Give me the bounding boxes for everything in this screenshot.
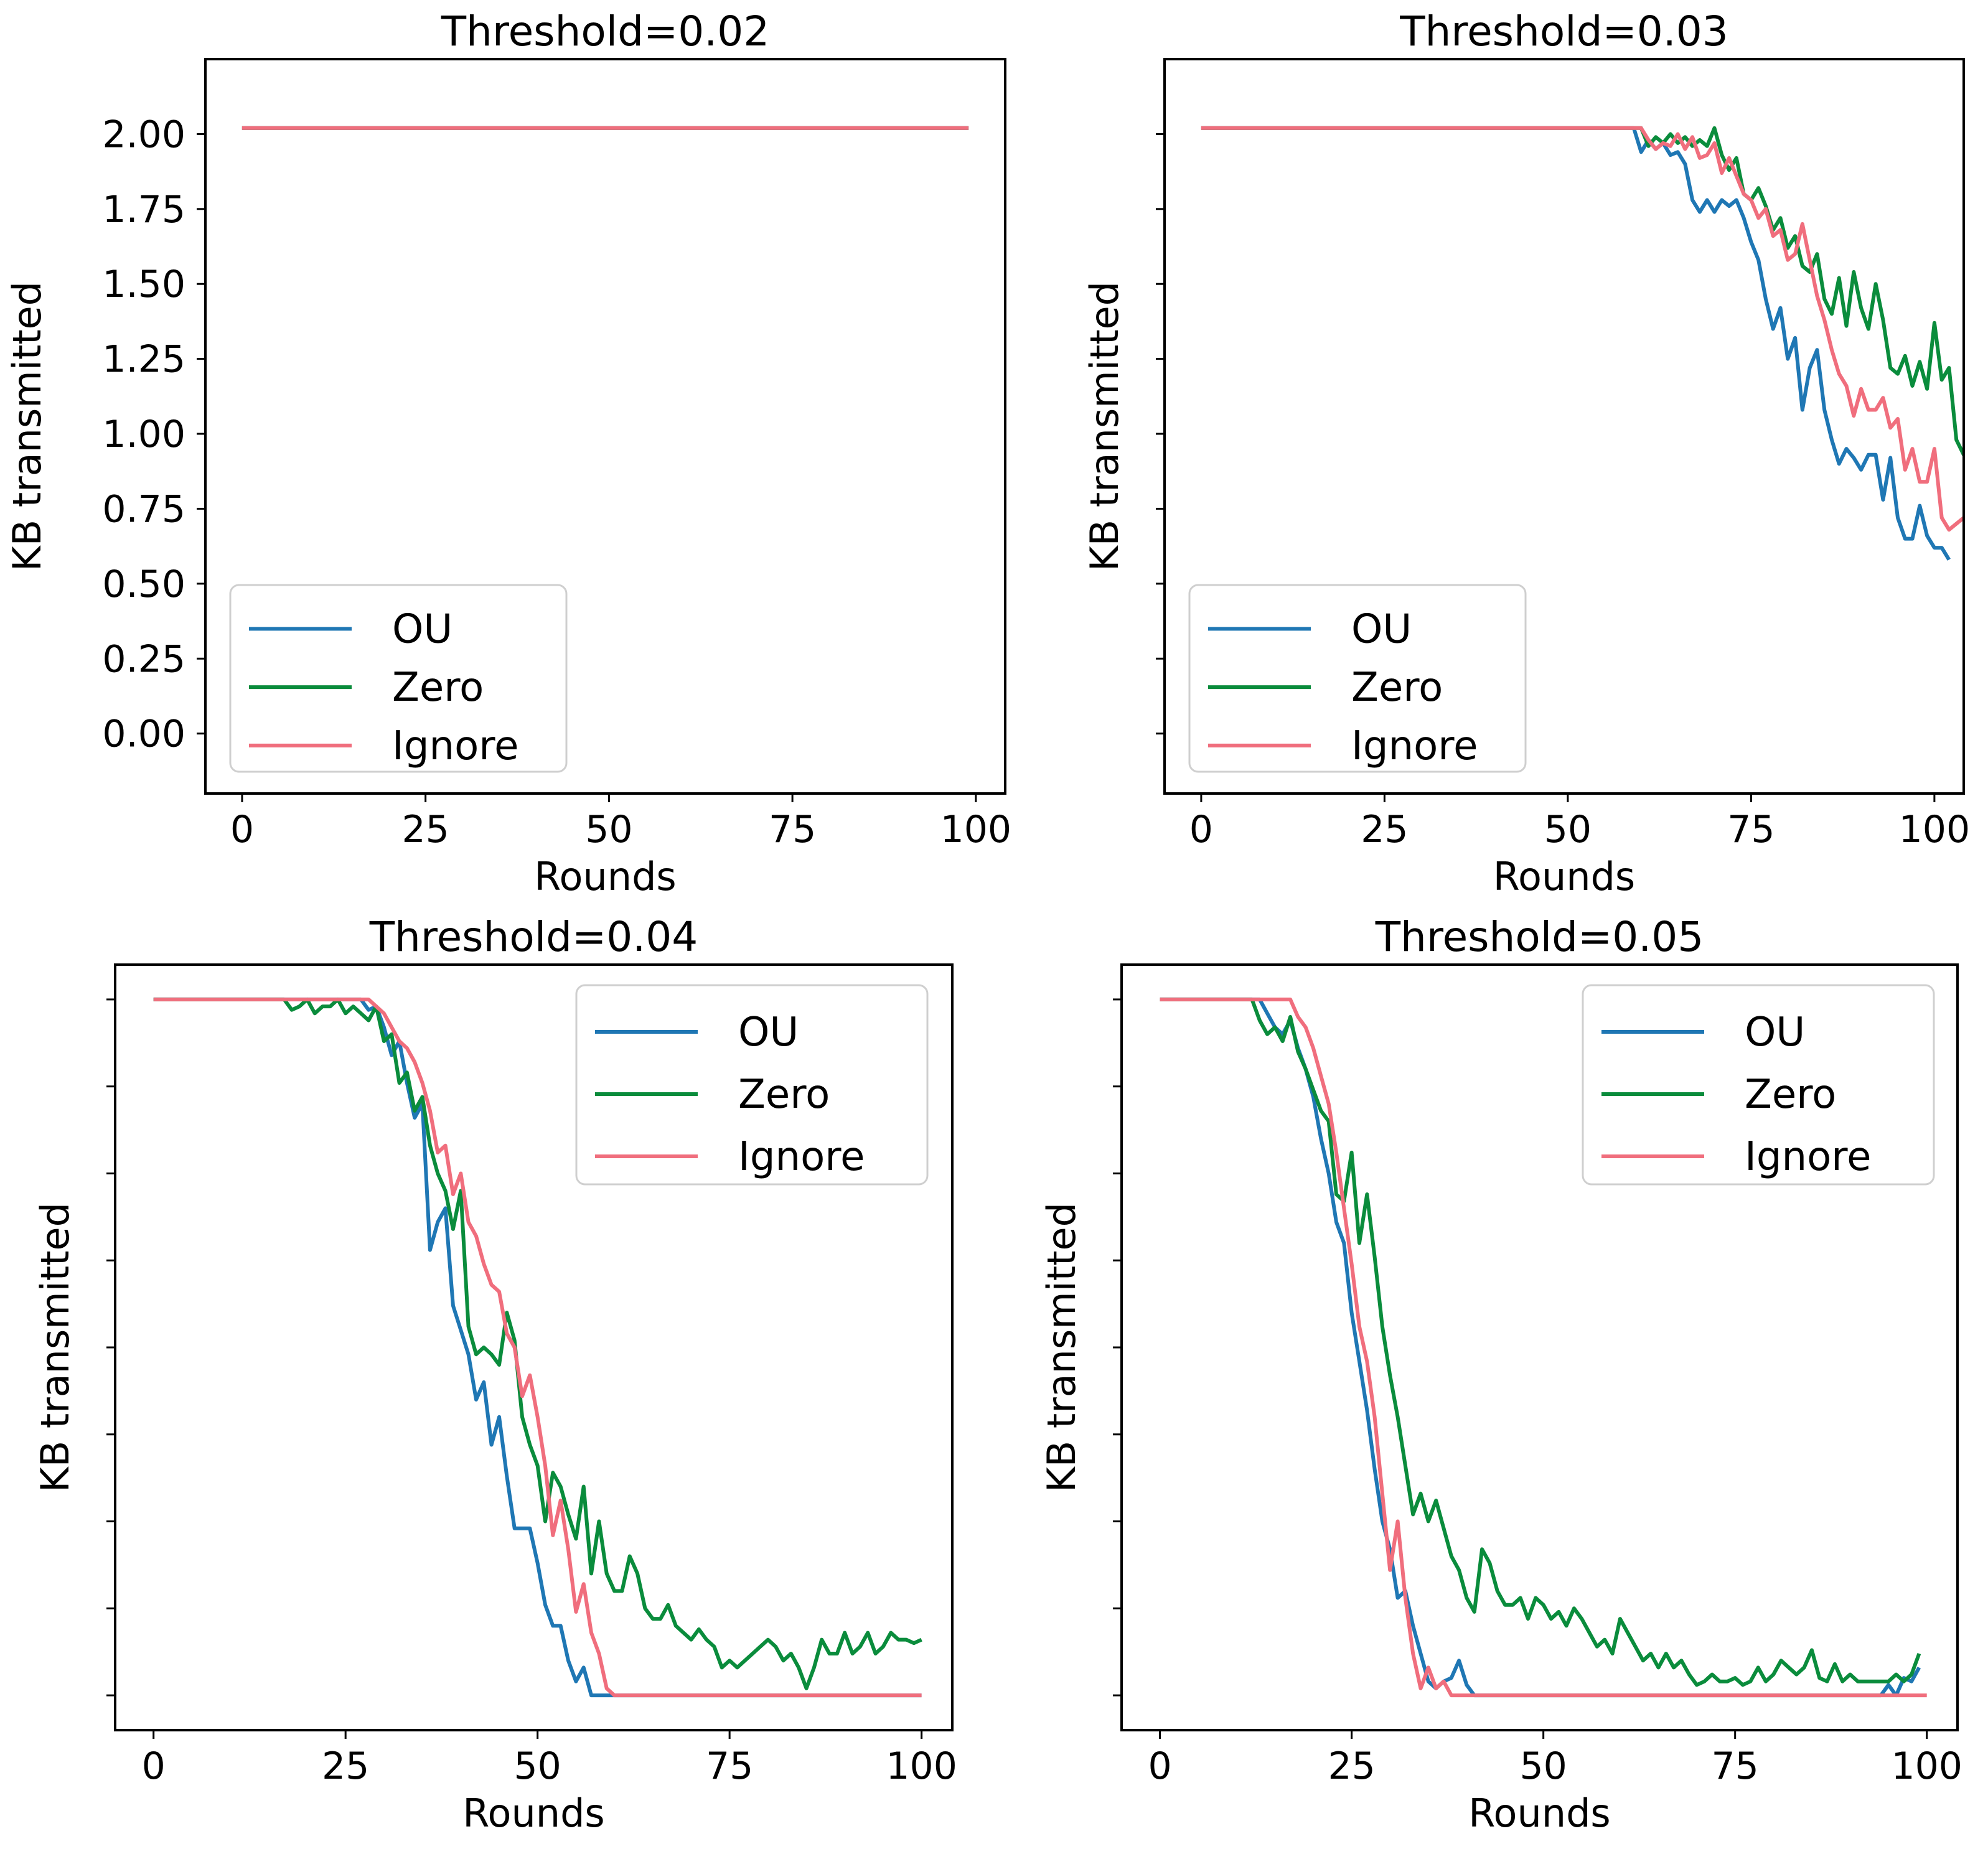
legend: OU Zero Ignore bbox=[229, 584, 568, 773]
x-tick-label: 100 bbox=[1899, 808, 1971, 851]
x-axis-label: Rounds bbox=[1493, 854, 1635, 899]
legend-label-ignore: Ignore bbox=[392, 723, 519, 769]
series-line-zero bbox=[1160, 997, 1921, 1687]
legend-label-ou: OU bbox=[392, 606, 452, 652]
legend-box bbox=[575, 984, 929, 1186]
x-tick-label: 75 bbox=[706, 1744, 753, 1788]
y-tick-label: 0.00 bbox=[102, 713, 185, 756]
series-line-ignore bbox=[1160, 997, 1927, 1698]
chart-title: Threshold=0.05 bbox=[1375, 913, 1704, 961]
x-tick-label: 25 bbox=[401, 808, 449, 851]
legend-label-ignore: Ignore bbox=[1745, 1134, 1872, 1180]
legend-label-ou: OU bbox=[1351, 606, 1412, 652]
chart-title: Threshold=0.04 bbox=[369, 913, 698, 961]
chart-title: Threshold=0.02 bbox=[441, 7, 770, 55]
series-line-ou bbox=[1201, 126, 1951, 561]
series-line-ignore bbox=[1201, 126, 1964, 532]
legend: OU Zero Ignore bbox=[575, 984, 929, 1186]
x-tick-label: 25 bbox=[1328, 1744, 1375, 1788]
legend-label-ignore: Ignore bbox=[738, 1134, 865, 1180]
y-tick-label: 0.75 bbox=[102, 487, 185, 531]
legend-label-zero: Zero bbox=[738, 1072, 830, 1118]
x-tick-label: 25 bbox=[1361, 808, 1408, 851]
x-axis-label: Rounds bbox=[534, 854, 676, 899]
plot-frame bbox=[204, 58, 1006, 795]
legend: OU Zero Ignore bbox=[1582, 984, 1935, 1186]
chart-panel-3: Threshold=0.04 0 25 50 75 100 Rounds KB transmi… bbox=[32, 913, 957, 1836]
y-axis-label: KB transmitted bbox=[1082, 281, 1127, 571]
x-tick-label: 75 bbox=[1712, 1744, 1759, 1788]
legend-label-ou: OU bbox=[1745, 1009, 1805, 1056]
x-tick-label: 100 bbox=[940, 808, 1012, 851]
y-tick-label: 1.25 bbox=[102, 338, 185, 382]
y-tick-label: 1.00 bbox=[102, 413, 185, 456]
legend-label-zero: Zero bbox=[1351, 665, 1443, 711]
chart-title: Threshold=0.03 bbox=[1399, 7, 1728, 55]
y-tick-label: 1.75 bbox=[102, 188, 185, 232]
x-tick-label: 75 bbox=[769, 808, 816, 851]
legend-box bbox=[1582, 984, 1935, 1186]
x-tick-label: 0 bbox=[1189, 808, 1213, 851]
x-tick-label: 50 bbox=[513, 1744, 561, 1788]
x-tick-label: 0 bbox=[1148, 1744, 1172, 1788]
legend-box bbox=[1188, 584, 1527, 773]
x-tick-label: 50 bbox=[1519, 1744, 1567, 1788]
legend-label-zero: Zero bbox=[392, 665, 484, 711]
x-tick-label: 25 bbox=[322, 1744, 369, 1788]
legend-label-ou: OU bbox=[738, 1009, 799, 1056]
x-tick-label: 0 bbox=[142, 1744, 166, 1788]
series-line-ignore bbox=[153, 997, 922, 1698]
y-tick-label: 2.00 bbox=[102, 113, 185, 156]
legend-label-ignore: Ignore bbox=[1351, 723, 1478, 769]
chart-panel-4: Threshold=0.05 0 25 50 75 100 Rounds KB transmi… bbox=[1039, 913, 1962, 1836]
series-line-zero bbox=[153, 997, 922, 1690]
x-axis-label: Rounds bbox=[1468, 1791, 1610, 1836]
y-axis-label: KB transmitted bbox=[1039, 1202, 1084, 1492]
plot-frame bbox=[1163, 58, 1965, 795]
x-axis-label: Rounds bbox=[462, 1791, 604, 1836]
x-tick-label: 100 bbox=[1891, 1744, 1962, 1788]
y-tick-label: 0.50 bbox=[102, 563, 185, 606]
x-tick-label: 50 bbox=[585, 808, 632, 851]
x-tick-label: 50 bbox=[1544, 808, 1592, 851]
legend-box bbox=[229, 584, 568, 773]
y-axis-label: KB transmitted bbox=[4, 281, 50, 571]
legend: OU Zero Ignore bbox=[1188, 584, 1527, 773]
chart-panel-2: Threshold=0.03 0 25 50 75 100 Rounds KB transmi… bbox=[1082, 7, 1971, 899]
x-tick-label: 0 bbox=[230, 808, 254, 851]
chart-panel-1: Threshold=0.02 0 25 50 75 100 0.00 0.25 0.50 0.75… bbox=[4, 7, 1011, 899]
x-tick-label: 100 bbox=[886, 1744, 957, 1788]
y-axis-label: KB transmitted bbox=[32, 1202, 78, 1492]
y-tick-label: 1.50 bbox=[102, 263, 185, 306]
legend-label-zero: Zero bbox=[1745, 1072, 1836, 1118]
y-tick-label: 0.25 bbox=[102, 637, 185, 681]
x-tick-label: 75 bbox=[1727, 808, 1775, 851]
